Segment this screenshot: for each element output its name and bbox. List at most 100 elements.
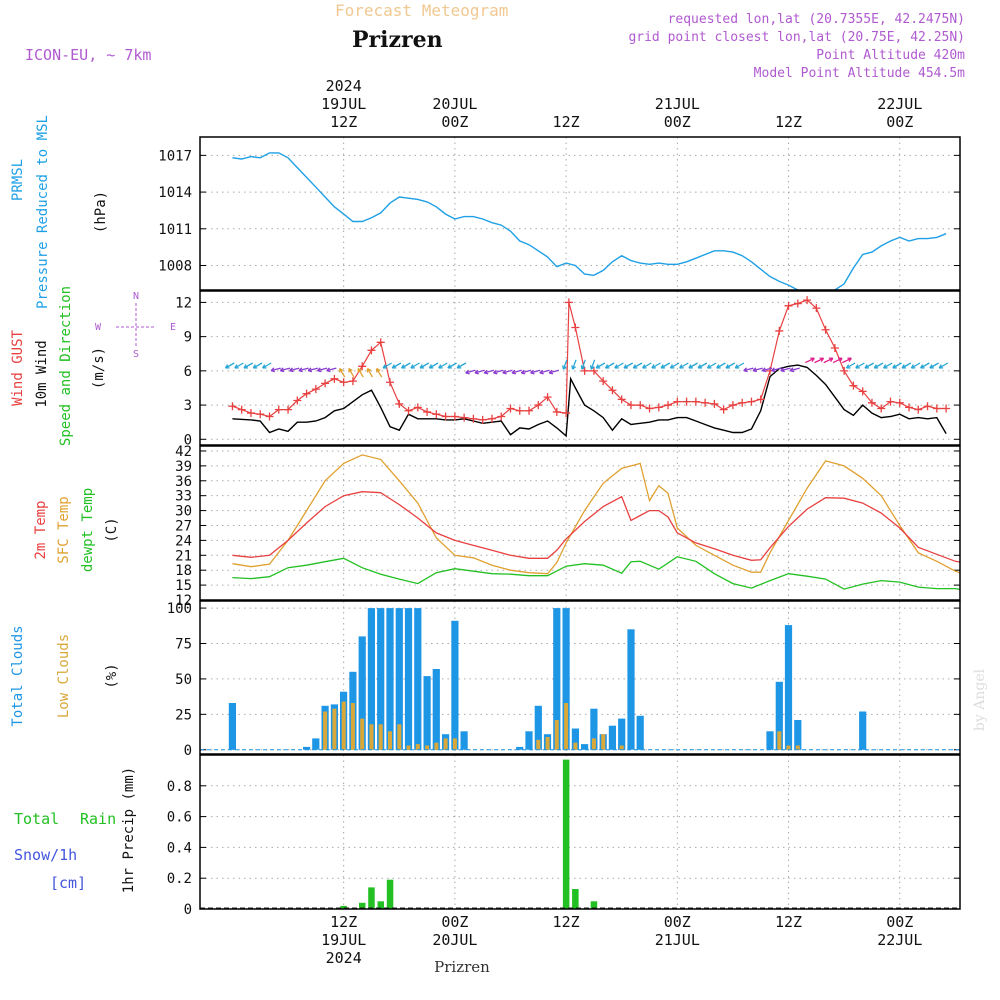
time-label-top: 20JUL	[432, 95, 477, 113]
low-cloud-bar	[777, 731, 782, 750]
wind-arrow	[892, 362, 902, 369]
gust-point	[246, 409, 255, 418]
low-cloud-bar	[545, 737, 550, 750]
wind-arrow-head	[819, 357, 825, 362]
wind-arrow	[401, 362, 411, 369]
wind-arrow	[438, 362, 448, 369]
wind-arrow-head	[688, 364, 693, 369]
wind-arrow	[366, 368, 374, 378]
gust-point	[395, 399, 404, 408]
gust-point	[923, 402, 932, 411]
total-cloud-bar	[794, 720, 802, 750]
wind-arrow-head	[595, 364, 601, 369]
wind-arrow-head	[660, 364, 666, 369]
low-cloud-bar	[323, 711, 328, 750]
rain-bar	[562, 759, 570, 909]
wind-arrow-head	[307, 367, 313, 373]
time-label-top: 12Z	[330, 113, 357, 131]
time-label-top: 19JUL	[321, 95, 366, 113]
wind-arrow-head	[632, 364, 638, 369]
wind-arrow-head	[357, 367, 362, 373]
wind-arrow-head	[447, 364, 452, 369]
gust-point	[348, 377, 357, 386]
low-cloud-bar	[378, 724, 383, 750]
compass-s: S	[133, 349, 139, 360]
low-cloud-bar	[360, 718, 365, 750]
ytick-label: 36	[175, 474, 192, 490]
wind-arrow-head	[855, 364, 860, 369]
low-cloud-bar	[536, 739, 541, 750]
wind-arrow	[929, 362, 939, 369]
wind-arrow-head	[262, 364, 267, 369]
wind10m-label: 10m Wind	[34, 340, 50, 407]
wind-arrow	[911, 362, 921, 369]
gust-point	[469, 414, 478, 423]
pressure-msl-label: Pressure Reduced to MSL	[35, 115, 51, 309]
gust-point	[367, 346, 376, 355]
ytick-label: 1008	[158, 259, 192, 275]
ytick-label: 0.4	[167, 840, 192, 856]
gust-point	[747, 397, 756, 406]
total-cloud-bar	[766, 731, 774, 750]
total-cloud-bar	[404, 608, 413, 750]
wind-arrow	[716, 362, 726, 369]
wind-arrow	[429, 362, 439, 369]
total-clouds-label: Total Clouds	[10, 625, 26, 726]
gust-point	[506, 404, 515, 413]
wind-arrow-head	[614, 364, 619, 369]
wind-arrow	[474, 369, 485, 374]
wind-arrow	[642, 362, 652, 369]
total-cloud-bar	[608, 725, 616, 750]
wind-arrow-head	[298, 367, 303, 373]
ytick-label: 9	[184, 330, 192, 346]
ytick-label: 0	[184, 432, 192, 448]
ytick-label: 25	[175, 707, 192, 723]
wind-arrow	[521, 369, 532, 374]
wind-arrow-head	[706, 364, 712, 369]
total-cloud-bar	[775, 681, 783, 750]
gust-point	[311, 385, 320, 394]
total-cloud-bar	[414, 608, 422, 750]
ytick-label: 27	[175, 518, 192, 534]
time-label-top: 21JUL	[655, 95, 700, 113]
total-cloud-bar	[228, 703, 236, 750]
panel-wind: 0 3 6 9 12	[175, 290, 961, 448]
gust-point	[237, 405, 246, 414]
wind-arrow-head	[716, 364, 721, 369]
plot-pressure	[232, 152, 947, 290]
snow-unit-label: [cm]	[50, 874, 86, 892]
wind-arrow-head	[929, 364, 934, 369]
wind-arrow-head	[838, 357, 843, 362]
gust-point	[840, 366, 849, 375]
low-cloud-bar	[573, 742, 578, 750]
wind-arrow	[410, 362, 420, 369]
wind-arrow	[571, 359, 577, 370]
wind-arrow-head	[910, 364, 916, 369]
wind-arrow-head	[548, 369, 554, 375]
gust-point	[803, 296, 812, 305]
subtitle: Forecast Meteogram	[335, 1, 508, 20]
wind-arrow	[697, 362, 708, 369]
wind-arrow	[805, 357, 815, 364]
watermark: by Angel	[972, 668, 988, 731]
wind-arrow	[814, 357, 824, 364]
wind-arrow	[376, 368, 383, 378]
wind-arrow-head	[743, 367, 748, 373]
precip-axis-label: 1hr Precip (mm)	[121, 767, 137, 893]
wind-arrow-head	[761, 367, 767, 373]
ytick-label: 6	[184, 364, 192, 380]
wind-arrow	[864, 362, 875, 369]
wind-arrow	[762, 367, 773, 372]
wind-arrow-head	[669, 364, 675, 369]
ytick-label: 0.8	[167, 779, 192, 795]
gust-point	[432, 410, 441, 419]
chart-panels: 1008101110141017036912121518212427303336…	[158, 136, 961, 918]
gust-point	[441, 412, 450, 421]
gust-point	[321, 379, 330, 388]
ytick-label: 0.6	[167, 810, 192, 826]
wind-arrow-head	[539, 369, 544, 375]
compass-w: W	[95, 322, 102, 333]
wind-arrow	[920, 362, 930, 369]
ytick-label: 0	[184, 743, 192, 759]
